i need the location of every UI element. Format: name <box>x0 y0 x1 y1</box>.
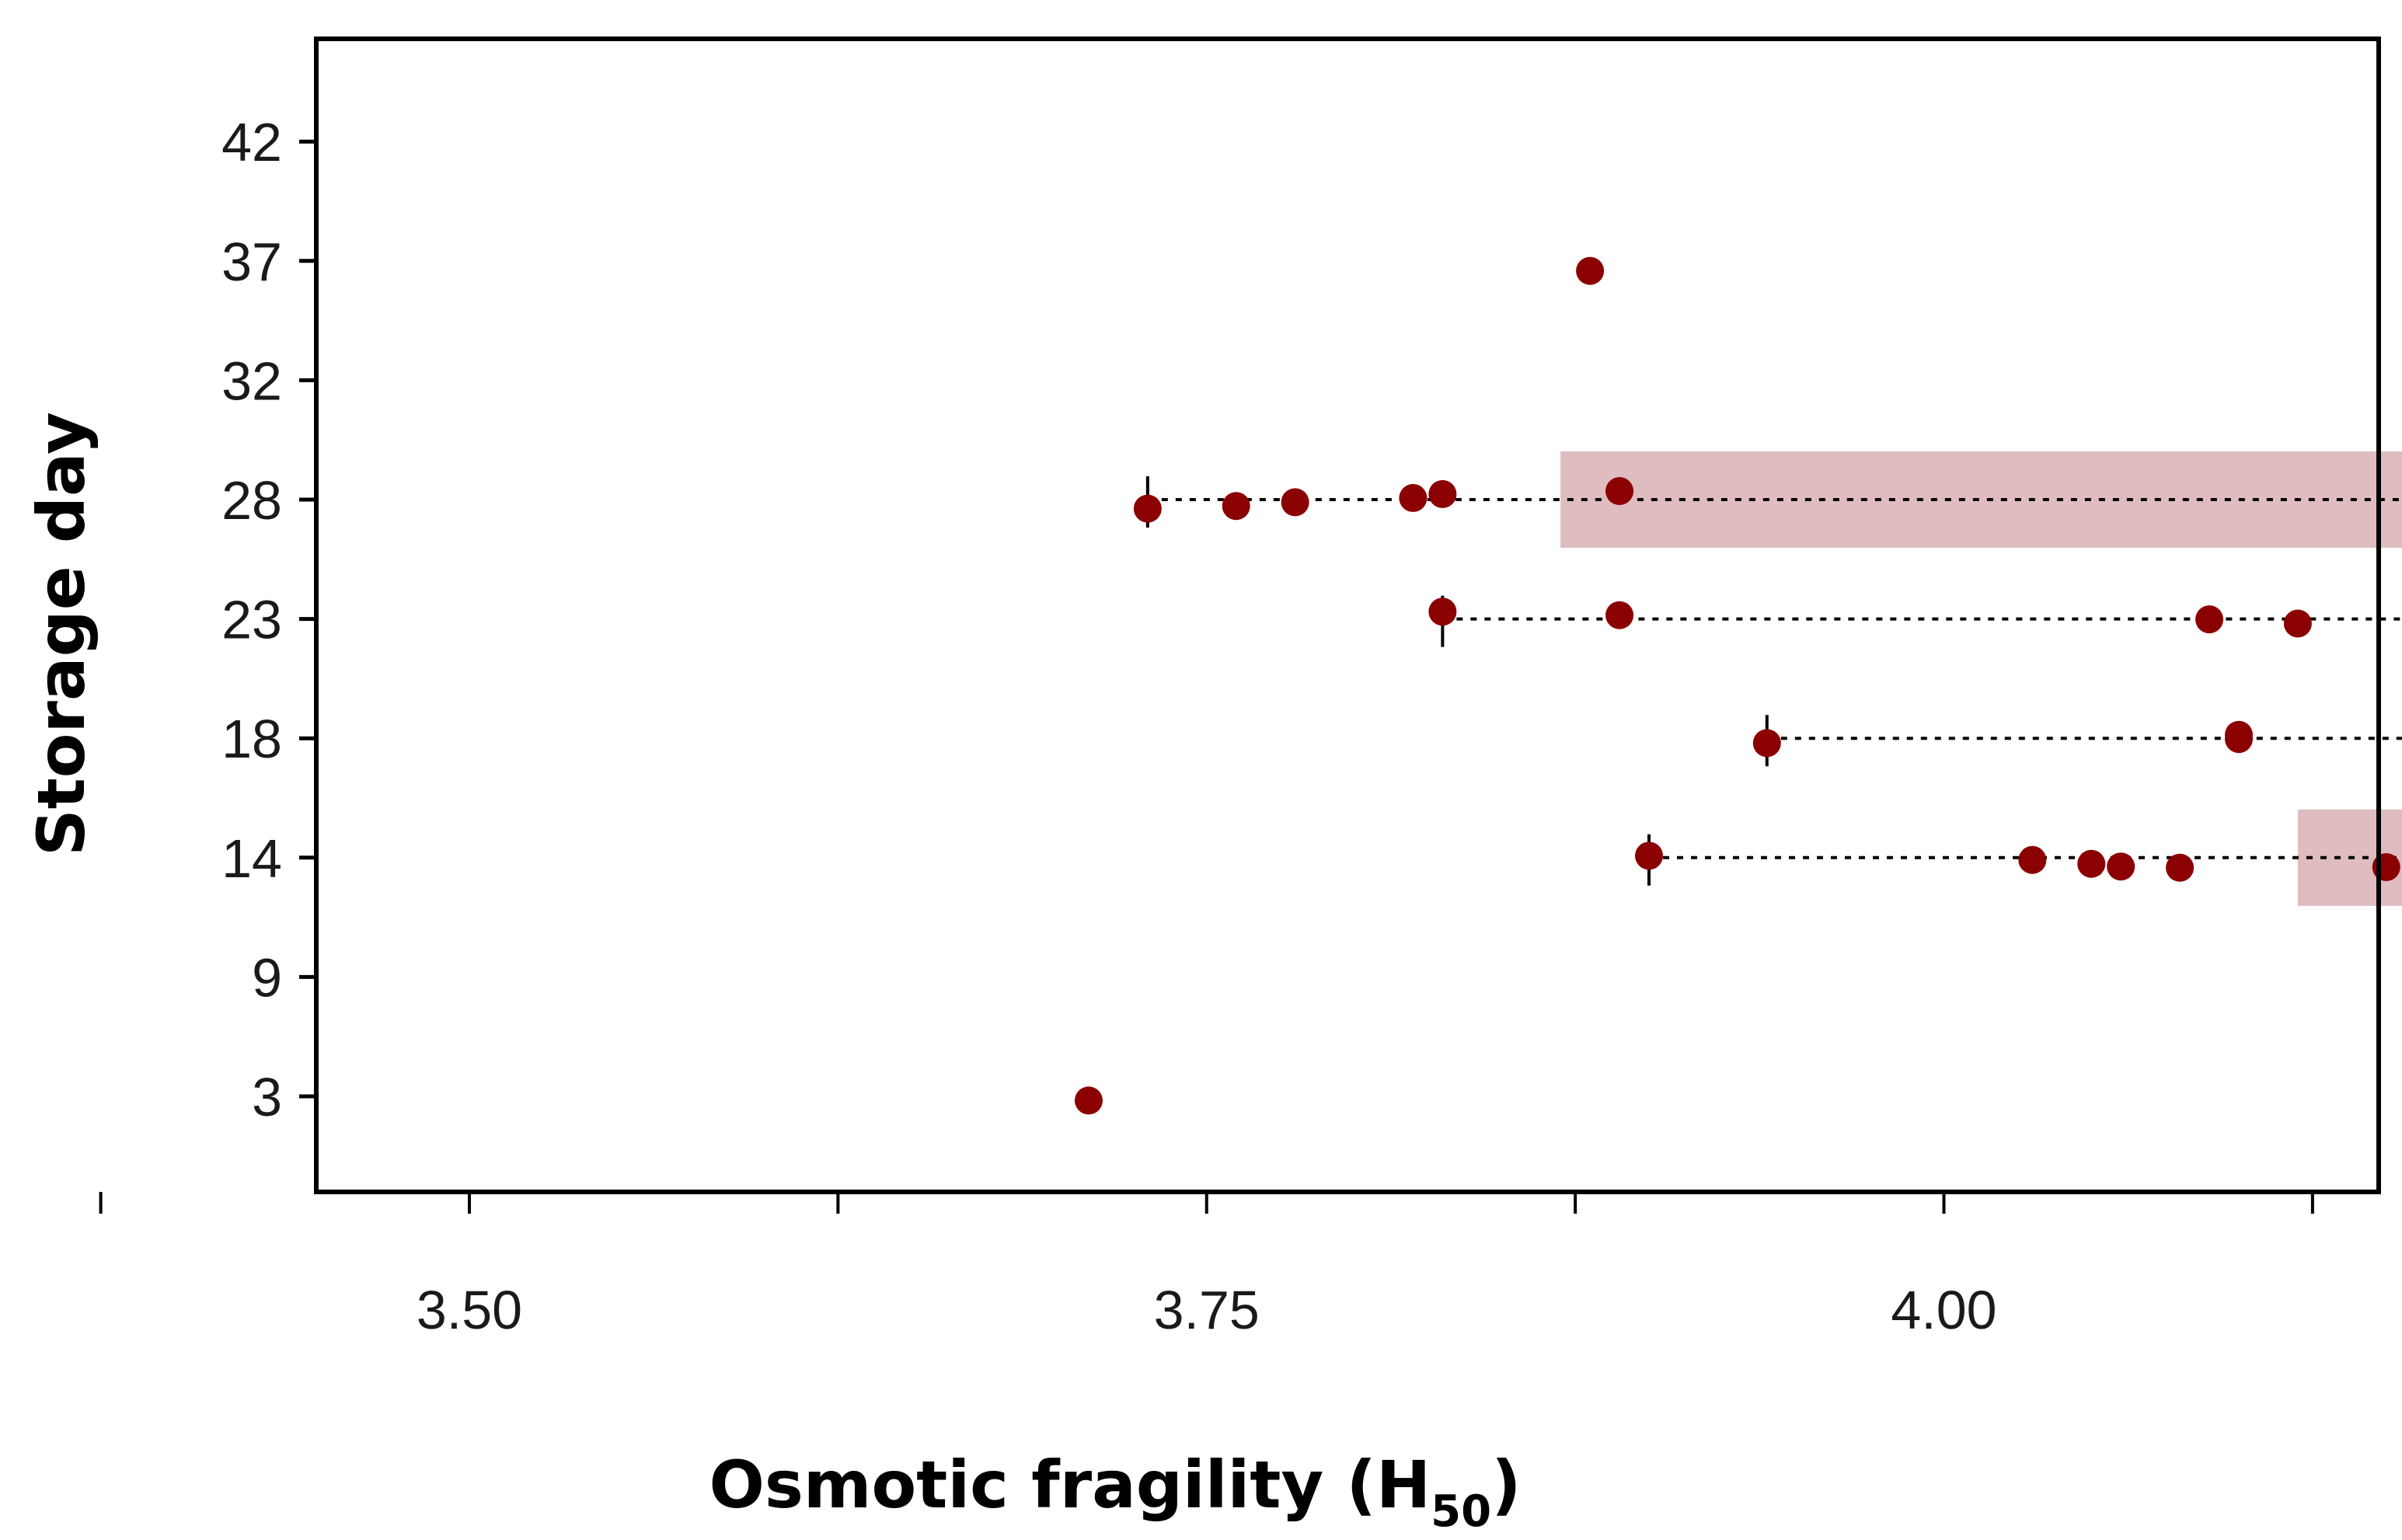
x-tick-label: 3.50 <box>417 1280 522 1340</box>
x-tick-label: 4.00 <box>1891 1280 1996 1340</box>
point-day-3 <box>1074 1086 1103 1115</box>
point-day-14 <box>2166 853 2195 882</box>
point-day-23 <box>1428 598 1457 626</box>
y-tick-label: 42 <box>221 112 282 172</box>
y-axis-title: Storage day <box>23 412 99 856</box>
y-tick-label: 18 <box>221 709 282 769</box>
y-tick-label: 32 <box>221 350 282 411</box>
y-tick-label: 9 <box>252 947 282 1008</box>
point-day-14 <box>2018 845 2047 874</box>
y-tick-label: 28 <box>221 470 282 531</box>
point-day-28 <box>1399 483 1428 512</box>
box-day-28 <box>1560 451 2402 548</box>
x-axis-title: Osmotic fragility (H50) <box>709 1447 1522 1537</box>
point-day-14 <box>2107 852 2135 881</box>
plot-frame <box>314 37 2381 1194</box>
y-tick-label: 37 <box>221 232 282 292</box>
point-day-14 <box>1635 841 1663 870</box>
boxes-layer <box>1560 451 2402 906</box>
point-day-18 <box>1752 729 1781 758</box>
y-tick-label: 14 <box>221 828 282 889</box>
point-day-28 <box>1605 477 1634 506</box>
point-day-28 <box>1222 492 1250 521</box>
point-day-23 <box>2195 605 2224 634</box>
point-day-18 <box>2225 720 2253 749</box>
y-tick-label: 23 <box>221 590 282 650</box>
y-tick-label: 3 <box>252 1067 282 1127</box>
point-day-28 <box>1281 488 1309 517</box>
point-day-37 <box>1576 256 1605 285</box>
points-layer <box>1074 256 2400 1115</box>
point-day-28 <box>1428 479 1457 508</box>
point-day-23 <box>1605 601 1634 629</box>
point-day-14 <box>2077 849 2106 878</box>
point-day-28 <box>1133 494 1162 523</box>
point-day-23 <box>2283 609 2312 638</box>
axes-layer: 39141823283237423.503.754.004.254.504.75… <box>99 112 2314 1340</box>
x-tick-label: 3.75 <box>1154 1280 1260 1340</box>
